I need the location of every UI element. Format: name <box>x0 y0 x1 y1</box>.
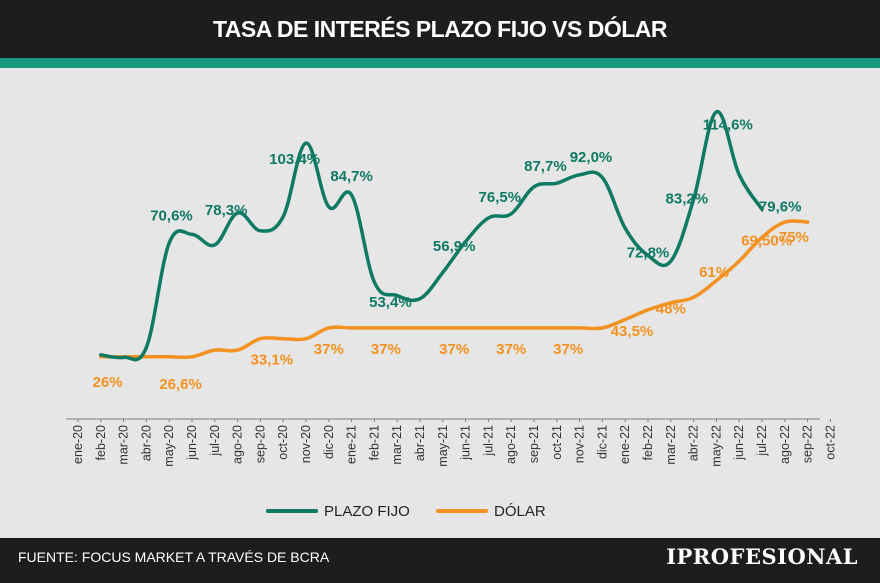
legend-label-dolar: DÓLAR <box>494 503 546 520</box>
brand-logo: IPROFESIONAL <box>666 544 858 569</box>
data-label-dolar: 26,6% <box>159 376 202 393</box>
data-label-plazo-fijo: 83,2% <box>666 190 709 207</box>
x-tick-label: ago-22 <box>778 425 792 464</box>
x-tick-label: nov-21 <box>573 425 587 463</box>
x-tick-label: nov-20 <box>299 425 313 463</box>
x-tick-label: mar-22 <box>664 425 678 465</box>
x-tick-label: jul-20 <box>208 425 222 457</box>
data-label-dolar: 26% <box>93 374 123 391</box>
data-label-plazo-fijo: 92,0% <box>570 149 613 166</box>
x-tick-label: mar-20 <box>117 425 131 465</box>
x-tick-label: oct-22 <box>823 425 837 460</box>
data-label-dolar: 48% <box>656 300 686 317</box>
data-label-plazo-fijo: 84,7% <box>330 168 373 185</box>
data-label-dolar: 37% <box>314 341 344 358</box>
data-label-dolar: 43,5% <box>611 323 654 340</box>
data-label-dolar: 37% <box>496 341 526 358</box>
x-tick-label: jul-21 <box>481 425 495 457</box>
x-tick-label: feb-22 <box>641 425 655 460</box>
data-label-dolar: 33,1% <box>251 352 294 369</box>
data-label-plazo-fijo: 76,5% <box>479 189 522 206</box>
data-label-plazo-fijo: 70,6% <box>150 207 193 224</box>
x-tick-label: may-22 <box>709 425 723 467</box>
data-label-dolar: 69,50% <box>741 232 792 249</box>
data-label-dolar: 61% <box>699 264 729 281</box>
data-label-plazo-fijo: 114,6% <box>703 116 753 133</box>
x-tick-label: sep-20 <box>253 425 267 463</box>
x-tick-label: mar-21 <box>390 425 404 465</box>
data-label-dolar: 37% <box>371 341 401 358</box>
x-tick-label: ene-20 <box>71 425 85 464</box>
data-label-plazo-fijo: 56,9% <box>433 238 476 255</box>
x-tick-label: dic-20 <box>322 425 336 459</box>
data-label-plazo-fijo: 72,8% <box>627 245 670 262</box>
chart-title: TASA DE INTERÉS PLAZO FIJO VS DÓLAR <box>212 16 668 42</box>
x-tick-label: abr-22 <box>687 425 701 461</box>
legend-label-plazo-fijo: PLAZO FIJO <box>324 503 410 520</box>
accent-bar <box>0 58 880 68</box>
x-tick-label: jun-22 <box>732 425 746 461</box>
line-chart: ene-20 feb-20 mar-20 abr-20 may-20 jun-20 jul-… <box>66 110 837 520</box>
x-tick-label: ago-21 <box>504 425 518 464</box>
x-tick-label: oct-20 <box>276 425 290 460</box>
x-tick-label: abr-20 <box>139 425 153 461</box>
x-tick-label: jun-20 <box>185 425 199 461</box>
series-line-dolar <box>99 219 810 360</box>
x-tick-label: ene-21 <box>345 425 359 464</box>
footer-bar <box>0 538 880 583</box>
x-tick-label: feb-21 <box>367 425 381 460</box>
source-text: FUENTE: FOCUS MARKET A TRAVÉS DE BCRA <box>18 549 330 565</box>
x-tick-label: ene-22 <box>618 425 632 464</box>
data-label-plazo-fijo: 103,4% <box>269 151 320 168</box>
x-tick-label: abr-21 <box>413 425 427 461</box>
x-tick-label: may-21 <box>436 425 450 467</box>
x-tick-label: sep-21 <box>527 425 541 463</box>
x-tick-label: jul-22 <box>755 425 769 457</box>
data-label-plazo-fijo: 53,4% <box>369 294 412 311</box>
data-label-plazo-fijo: 78,3% <box>205 202 248 219</box>
x-tick-label: oct-21 <box>550 425 564 460</box>
x-tick-label: dic-21 <box>595 425 609 459</box>
x-tick-label: jun-21 <box>459 425 473 461</box>
data-label-plazo-fijo: 79,6% <box>759 198 802 215</box>
x-tick-label: feb-20 <box>94 425 108 460</box>
data-label-dolar: 37% <box>553 341 583 358</box>
data-label-plazo-fijo: 87,7% <box>524 158 567 175</box>
series-line-plazo-fijo <box>99 110 764 362</box>
data-label-dolar: 75% <box>779 229 809 246</box>
header-bar <box>0 0 880 58</box>
data-label-dolar: 37% <box>439 341 469 358</box>
x-tick-label: may-20 <box>162 425 176 467</box>
x-tick-label: sep-22 <box>801 425 815 463</box>
x-tick-label: ago-20 <box>231 425 245 464</box>
